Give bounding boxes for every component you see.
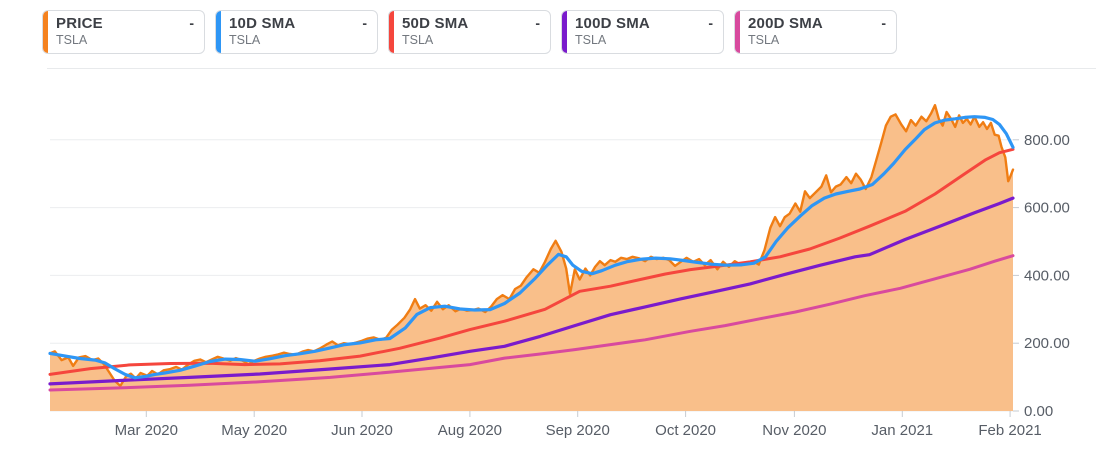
legend-symbol: TSLA bbox=[402, 33, 434, 47]
legend-symbol: TSLA bbox=[575, 33, 607, 47]
legend-chart-divider bbox=[47, 68, 1096, 69]
x-axis-label: Nov 2020 bbox=[762, 422, 826, 439]
sma200-color-swatch bbox=[735, 11, 740, 53]
legend-title: 100D SMA bbox=[575, 15, 650, 32]
x-axis-label: Sep 2020 bbox=[546, 422, 610, 439]
legend-title: 10D SMA bbox=[229, 15, 296, 32]
200d-sma-line bbox=[48, 254, 1015, 392]
legend-symbol: TSLA bbox=[229, 33, 261, 47]
10d-sma-line bbox=[48, 115, 1015, 380]
legend-symbol: TSLA bbox=[748, 33, 780, 47]
x-axis-label: Oct 2020 bbox=[655, 422, 716, 439]
legend-value: - bbox=[362, 15, 367, 31]
legend-value: - bbox=[881, 15, 886, 31]
legend-card-100d-sma[interactable]: 100D SMA - TSLA bbox=[561, 10, 724, 54]
x-axis-label: Aug 2020 bbox=[438, 422, 502, 439]
x-axis-label: May 2020 bbox=[221, 422, 287, 439]
sma50-color-swatch bbox=[389, 11, 394, 53]
x-axis-label: Jan 2021 bbox=[871, 422, 933, 439]
sma100-color-swatch bbox=[562, 11, 567, 53]
x-axis-label: Mar 2020 bbox=[115, 422, 178, 439]
y-axis-label: 400.00 bbox=[1024, 267, 1070, 284]
legend-value: - bbox=[535, 15, 540, 31]
50d-sma-line bbox=[48, 147, 1015, 376]
legend-card-200d-sma[interactable]: 200D SMA - TSLA bbox=[734, 10, 897, 54]
legend-card-price[interactable]: PRICE - TSLA bbox=[42, 10, 205, 54]
y-axis-label: 600.00 bbox=[1024, 200, 1070, 217]
legend-title: PRICE bbox=[56, 15, 103, 32]
legend-title: 50D SMA bbox=[402, 15, 469, 32]
y-axis-label: 0.00 bbox=[1024, 403, 1053, 420]
legend-value: - bbox=[708, 15, 713, 31]
sma10-color-swatch bbox=[216, 11, 221, 53]
legend-symbol: TSLA bbox=[56, 33, 88, 47]
y-axis-label: 200.00 bbox=[1024, 335, 1070, 352]
legend-row: PRICE - TSLA 10D SMA - TSLA 50D SMA - TS… bbox=[42, 10, 897, 54]
legend-card-10d-sma[interactable]: 10D SMA - TSLA bbox=[215, 10, 378, 54]
x-axis-label: Feb 2021 bbox=[978, 422, 1041, 439]
y-axis-label: 800.00 bbox=[1024, 132, 1070, 149]
price-area-fill bbox=[50, 105, 1013, 411]
price-color-swatch bbox=[43, 11, 48, 53]
100d-sma-line bbox=[48, 196, 1015, 386]
legend-value: - bbox=[189, 15, 194, 31]
legend-card-50d-sma[interactable]: 50D SMA - TSLA bbox=[388, 10, 551, 54]
legend-title: 200D SMA bbox=[748, 15, 823, 32]
x-axis-label: Jun 2020 bbox=[331, 422, 393, 439]
